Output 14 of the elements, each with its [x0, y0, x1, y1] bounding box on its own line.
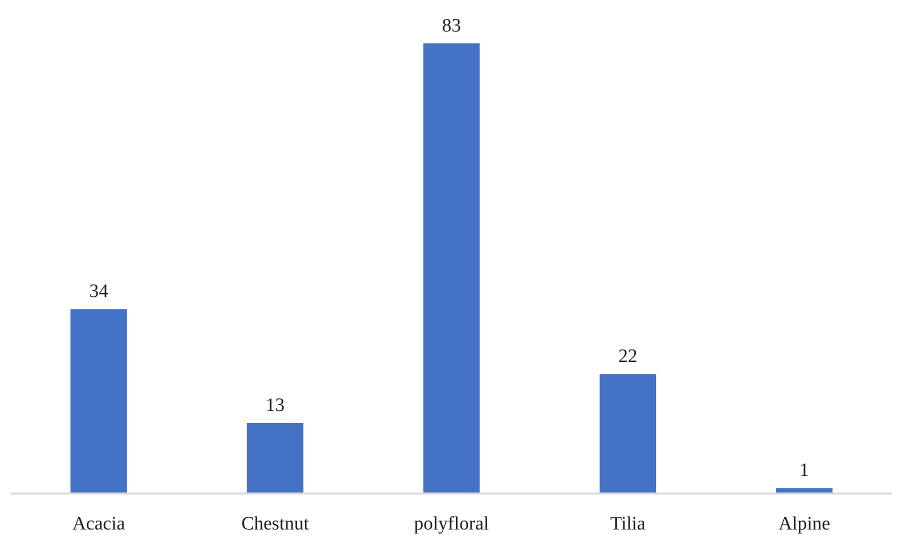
x-tick-label: polyfloral: [414, 514, 489, 534]
data-label: 22: [618, 346, 638, 368]
bar: [70, 309, 127, 494]
data-label: 83: [442, 15, 461, 36]
data-label: 34: [89, 281, 109, 302]
bar: [246, 422, 304, 494]
x-tick-label: Tilia: [610, 514, 646, 534]
data-label: 13: [266, 394, 285, 416]
x-tick-label: Acacia: [72, 514, 126, 534]
x-tick-label: Alpine: [778, 514, 830, 534]
bar: [600, 374, 656, 494]
x-tick-label: Chestnut: [241, 514, 310, 534]
bar: [423, 43, 480, 494]
data-label: 1: [800, 460, 810, 482]
